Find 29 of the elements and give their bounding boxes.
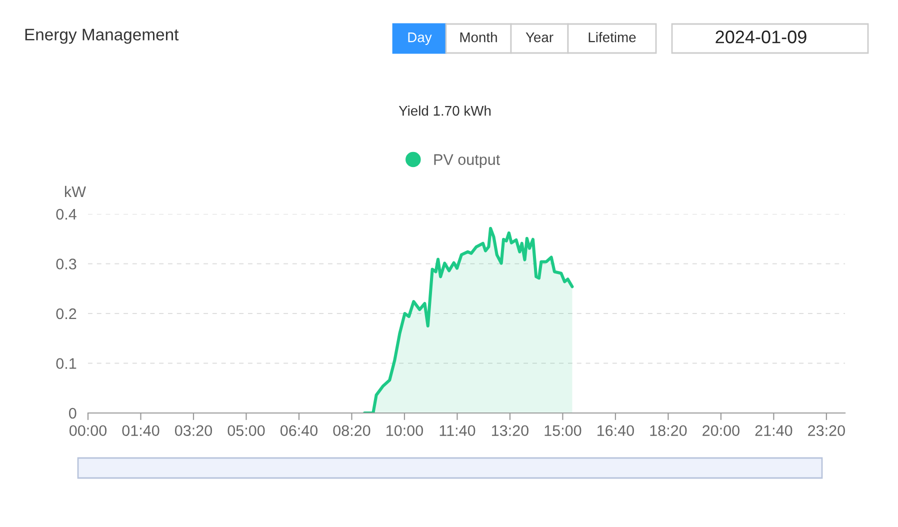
text: Day — [408, 32, 432, 45]
chart-title: Energy Management — [25, 28, 179, 44]
x-tick-label: 18:20 — [650, 425, 687, 436]
x-tick-label: 10:00 — [386, 425, 423, 436]
text: 2024-01-09 — [716, 30, 806, 44]
y-tick-label: 0.4 — [56, 208, 76, 220]
text: Lifetime — [588, 32, 636, 42]
x-tick-label: 01:40 — [122, 425, 160, 436]
legend-label: PV output — [434, 154, 500, 168]
x-tick-label: 16:40 — [598, 425, 634, 436]
x-tick-label: 15:00 — [544, 425, 582, 436]
text: Year — [526, 32, 554, 42]
text: Yield 1.70 kWh — [398, 106, 491, 116]
x-tick-label: 08:20 — [333, 425, 370, 436]
y-tick-label: 0.2 — [56, 308, 76, 320]
x-tick-label: 05:00 — [228, 425, 265, 436]
y-tick-label: 0.3 — [56, 258, 76, 270]
y-axis-title: kW — [65, 186, 86, 197]
y-tick-label: 0.1 — [56, 358, 76, 369]
x-tick-label: 20:00 — [702, 425, 740, 436]
x-tick-label: 00:00 — [69, 425, 107, 436]
x-tick-label: 03:20 — [174, 425, 212, 436]
x-tick-label: 13:20 — [492, 425, 528, 436]
x-tick-label: 23:20 — [808, 425, 845, 436]
x-tick-label: 11:40 — [440, 425, 476, 436]
y-tick-label: 0 — [68, 408, 76, 419]
x-tick-label: 06:40 — [280, 425, 318, 436]
x-tick-label: 21:40 — [755, 425, 792, 436]
text: Month — [460, 32, 497, 42]
